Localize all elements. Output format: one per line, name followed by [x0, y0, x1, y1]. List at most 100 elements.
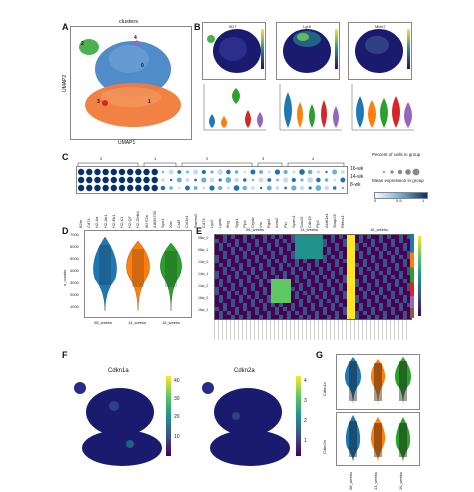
heatmap-cell — [391, 307, 395, 311]
dotplot-dot — [143, 176, 150, 184]
heatmap-cell — [219, 271, 223, 275]
heatmap-cell — [243, 299, 247, 303]
dotplot-dot — [126, 168, 134, 176]
heatmap-cell — [259, 239, 263, 243]
heatmap-cell — [235, 307, 239, 311]
heatmap-cell — [351, 283, 355, 287]
heatmap-cell — [379, 271, 383, 275]
heatmap-cell — [383, 243, 387, 247]
heatmap-cell — [263, 247, 267, 251]
heatmap-cell — [367, 271, 371, 275]
heatmap-cell — [303, 287, 307, 291]
heatmap-cell — [259, 283, 263, 287]
heatmap-cell — [235, 283, 239, 287]
heatmap-cell — [227, 275, 231, 279]
heatmap-cell — [379, 283, 383, 287]
heatmap-cell — [239, 303, 243, 307]
heatmap-cell — [315, 279, 319, 283]
heatmap-cell — [251, 311, 255, 315]
heatmap-cell — [283, 235, 287, 239]
heatmap-cell — [399, 239, 403, 243]
dotplot-dot — [283, 169, 288, 175]
heatmap-cell — [375, 307, 379, 311]
heatmap-cell — [343, 291, 347, 295]
heatmap-cell — [255, 251, 259, 255]
heatmap-cell — [307, 311, 311, 315]
heatmap-cell — [315, 311, 319, 315]
heatmap-cell — [315, 303, 319, 307]
heatmap-cell — [343, 303, 347, 307]
heatmap-cell — [239, 243, 243, 247]
heatmap-cell — [363, 311, 367, 315]
umap-cdkn1a — [74, 382, 162, 466]
heatmap-cell — [355, 283, 359, 287]
heatmap-cell — [331, 271, 335, 275]
heatmap-cell — [243, 255, 247, 259]
heatmap-cell — [251, 259, 255, 263]
heatmap-gene-labels-strip — [214, 318, 410, 340]
heatmap-cell — [303, 279, 307, 283]
heatmap-cell — [331, 247, 335, 251]
heatmap-cell — [355, 267, 359, 271]
dotplot-dot — [250, 169, 256, 175]
heatmap-cell — [343, 263, 347, 267]
heatmap-cell — [371, 311, 375, 315]
heatmap-cell — [259, 303, 263, 307]
heatmap-cell — [331, 251, 335, 255]
heatmap-cell — [399, 303, 403, 307]
heatmap-cell — [395, 259, 399, 263]
heatmap-cell — [251, 263, 255, 267]
heatmap-cell — [299, 291, 303, 295]
heatmap-cell — [383, 271, 387, 275]
heatmap-cell — [215, 247, 219, 251]
heatmap-cell — [367, 307, 371, 311]
feature-violins-3 — [351, 84, 414, 131]
cluster-label-1: 1 — [148, 99, 151, 105]
heatmap-cell — [279, 279, 283, 283]
heatmap-cell — [351, 235, 355, 239]
heatmap-cell — [339, 239, 343, 243]
heatmap-cell — [239, 251, 243, 255]
heatmap-cell — [295, 247, 299, 251]
heatmap-cell — [279, 255, 283, 259]
dotplot-dot — [325, 170, 328, 174]
heatmap-cell — [347, 251, 351, 255]
heatmap-cell — [403, 235, 407, 239]
heatmap-cell — [395, 243, 399, 247]
heatmap-cell — [319, 271, 323, 275]
heatmap-cell — [375, 315, 379, 319]
heatmap-cell — [287, 259, 291, 263]
heatmap-cell — [231, 259, 235, 263]
heatmap-cell — [219, 235, 223, 239]
heatmap-cell — [359, 263, 363, 267]
heatmap-cell — [315, 267, 319, 271]
heatmap-cell — [339, 243, 343, 247]
heatmap-cell — [343, 235, 347, 239]
heatmap-cell — [295, 263, 299, 267]
heatmap-cell — [219, 311, 223, 315]
heatmap-cell — [259, 311, 263, 315]
heatmap-cell — [387, 303, 391, 307]
heatmap-cell — [255, 259, 259, 263]
heatmap-cell — [391, 243, 395, 247]
heatmap-value-colorbar — [418, 236, 421, 316]
dotplot-dot — [143, 168, 150, 176]
heatmap-cell — [215, 291, 219, 295]
heatmap-cell — [335, 295, 339, 299]
heatmap-cell — [283, 267, 287, 271]
dotplot-gene-label: Xist — [168, 221, 174, 228]
heatmap-cell — [331, 307, 335, 311]
heatmap-cell — [219, 263, 223, 267]
heatmap-cell — [371, 235, 375, 239]
violin-cdkn2a — [345, 415, 411, 463]
dotplot-gene-label: Cst3 — [176, 219, 182, 228]
heatmap-cell — [255, 291, 259, 295]
heatmap-cell — [383, 311, 387, 315]
heatmap-cell — [351, 267, 355, 271]
dotplot-dot — [176, 177, 182, 183]
heatmap-cell — [391, 235, 395, 239]
dotplot-dot — [242, 178, 247, 182]
heatmap-cell — [215, 235, 219, 239]
heatmap-cell — [355, 315, 359, 319]
heatmap-cell — [279, 307, 283, 311]
